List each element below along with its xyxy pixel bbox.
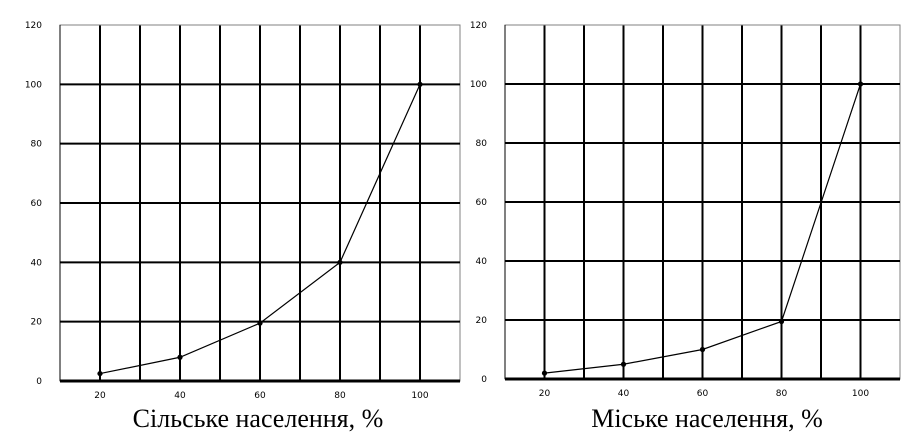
data-point [541, 370, 548, 376]
y-tick-label: 100 [470, 80, 487, 90]
urban-population-chart: 0 20 40 60 80 100 120 20 40 60 80 100 Міське насел… [470, 21, 901, 433]
x-tick-label: 40 [618, 389, 630, 399]
axes [59, 25, 460, 383]
x-tick-labels: 20 40 60 80 100 [94, 391, 429, 401]
data-point [699, 346, 706, 353]
y-tick-label: 20 [476, 316, 488, 326]
x-tick-label: 100 [411, 391, 428, 401]
data-point [778, 318, 785, 325]
data-point [620, 361, 627, 367]
x-tick-label: 80 [776, 389, 788, 399]
y-tick-label: 60 [31, 199, 43, 209]
y-tick-label: 0 [481, 375, 487, 385]
data-point [337, 259, 343, 265]
x-tick-label: 60 [254, 391, 266, 401]
y-tick-label: 20 [31, 318, 43, 328]
data-point [177, 354, 183, 360]
x-tick-label: 20 [94, 391, 106, 401]
grid [60, 24, 460, 381]
y-tick-label: 0 [36, 377, 42, 387]
y-tick-label: 80 [31, 140, 43, 150]
y-tick-label: 40 [476, 257, 488, 267]
x-tick-label: 60 [697, 389, 709, 399]
x-tick-label: 100 [852, 389, 869, 399]
data-point [857, 81, 864, 87]
x-tick-label: 80 [334, 391, 346, 401]
x-tick-label: 40 [174, 391, 186, 401]
x-axis-label: Міське населення, % [591, 404, 823, 433]
y-tick-label: 60 [476, 198, 488, 208]
grid [505, 24, 900, 379]
y-tick-label: 100 [25, 80, 42, 90]
y-tick-labels: 0 20 40 60 80 100 120 [25, 21, 42, 387]
axes [504, 25, 900, 381]
y-tick-label: 80 [476, 139, 488, 149]
rural-population-chart: 0 20 40 60 80 100 120 20 40 60 80 100 Сільське нас… [25, 21, 461, 433]
y-tick-label: 120 [470, 21, 487, 31]
y-tick-labels: 0 20 40 60 80 100 120 [470, 21, 487, 385]
series [541, 81, 864, 376]
data-point [417, 81, 423, 87]
data-point [97, 370, 103, 377]
y-tick-label: 120 [25, 21, 42, 31]
x-tick-labels: 20 40 60 80 100 [539, 389, 870, 399]
data-point [257, 320, 263, 326]
x-axis-label: Сільське населення, % [133, 404, 384, 433]
y-tick-label: 40 [31, 258, 43, 268]
x-tick-label: 20 [539, 389, 551, 399]
series [97, 81, 423, 377]
